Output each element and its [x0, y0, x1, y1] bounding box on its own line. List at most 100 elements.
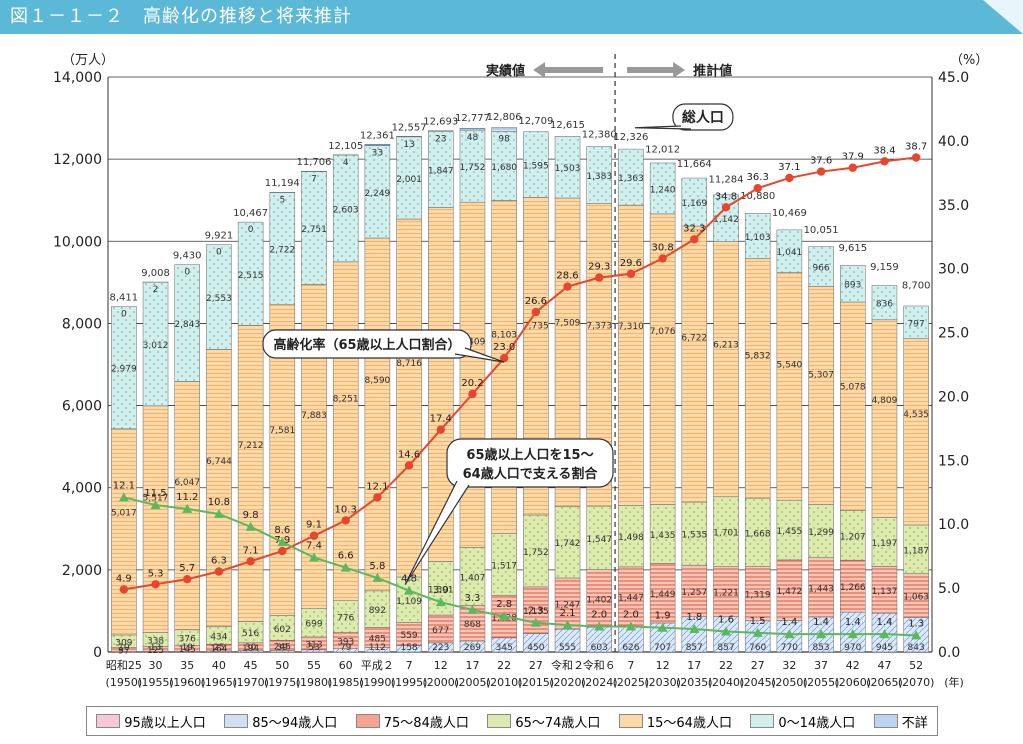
x-tick-year: (2045) [739, 676, 776, 689]
bar-segment [332, 154, 359, 263]
bar-segment [554, 136, 581, 199]
actual-arrow-icon [533, 62, 604, 78]
bar-label-15-64: 8,409 [460, 337, 486, 347]
bar-label-0-14: 2,553 [206, 294, 232, 304]
bar-label-15-64: 7,212 [238, 441, 264, 451]
bar-label-15-64: 5,517 [143, 493, 169, 503]
x-tick-era: 37 [814, 659, 828, 672]
bar-segment [871, 517, 898, 567]
bar-label-75-84: 868 [464, 620, 481, 630]
support-ratio-label: 6.6 [338, 551, 354, 562]
aging-rate-point [658, 254, 667, 263]
bar-label-15-64: 5,307 [808, 371, 834, 381]
bar-label-65-74: 1,301 [428, 585, 454, 595]
bar-label-65-74: 699 [305, 620, 322, 630]
bar-total-label: 10,467 [233, 208, 268, 219]
bar-segment [428, 614, 454, 644]
bar-label-0-14: 1,103 [745, 233, 771, 243]
bar-segment [776, 499, 803, 561]
support-ratio-callout-line2: 64歳人口で支える割合 [463, 466, 599, 482]
bar-label-15-64: 8,590 [365, 376, 391, 386]
aging-rate-point [373, 493, 382, 502]
support-ratio-point [372, 572, 383, 582]
support-ratio-point [118, 492, 129, 502]
bar-label-65-74: 1,407 [460, 573, 486, 583]
axes: 0 2,000 4,000 6,000 8,000 10,000 12,000 14,000 0… [53, 53, 988, 689]
bar-total-label: 8,411 [110, 293, 139, 304]
bar-segment [459, 127, 486, 131]
support-ratio-point [816, 629, 827, 639]
legend-swatch [96, 714, 121, 728]
bar-segment [396, 576, 422, 623]
support-ratio-label: 1.8 [686, 612, 702, 623]
aging-rate-point [753, 183, 762, 193]
bar-label-85-94: 25 [213, 643, 224, 653]
bar-segment [428, 131, 454, 208]
bar-label-0-14: 1,363 [618, 174, 644, 184]
x-tick-era: 42 [846, 659, 860, 672]
bar-label-unknown: 48 [467, 133, 479, 143]
bar-label-75-84: 145 [179, 645, 196, 655]
bar-label-65-74: 1,455 [777, 527, 803, 537]
bar-label-0-14: 2,751 [301, 225, 327, 235]
support-ratio-point [182, 503, 193, 513]
bar-label-75-84: 1,402 [586, 595, 612, 605]
x-tick-era: 45 [244, 659, 258, 672]
legend-item: 15～64歳人口 [618, 712, 732, 731]
y2-tick-label: 40.0 [938, 134, 969, 150]
bar-label-15-64: 4,535 [903, 410, 929, 420]
x-tick-year: (2055) [803, 676, 840, 689]
x-tick-year: (1975) [264, 676, 301, 689]
bar-label-0-14: 1,503 [555, 164, 581, 174]
line-series: 4.95.35.76.37.17.99.110.312.114.617.420.… [113, 142, 927, 640]
bar-segment [713, 496, 739, 567]
x-tick-year: (2065) [866, 676, 903, 689]
bar-total-label: 12,693 [423, 117, 458, 128]
bar-label-0-14: 3,012 [143, 341, 169, 351]
bar-segment [618, 148, 644, 206]
aging-rate-point [183, 574, 192, 584]
legend-swatch [618, 714, 643, 728]
bar-segment [523, 514, 549, 588]
support-ratio-point [245, 521, 256, 531]
support-ratio-label: 9.8 [243, 510, 259, 521]
x-tick-era: 22 [719, 659, 733, 672]
bar-label-65-74: 1,109 [396, 597, 422, 607]
bar-segment [840, 301, 866, 511]
legend-label: 15～64歳人口 [646, 715, 732, 731]
aging-rate-point [690, 235, 699, 244]
bar-label-75-84: 393 [337, 638, 354, 648]
bar-label-unknown: 23 [435, 135, 446, 145]
bar-label-0-14: 966 [812, 264, 829, 274]
aging-rate-point [119, 585, 129, 594]
support-ratio-point [562, 620, 573, 630]
x-tick-era: 17 [465, 659, 479, 672]
aging-rate-label: 34.8 [715, 191, 737, 202]
aging-rate-label: 37.1 [778, 162, 800, 173]
x-tick-year: (1990) [359, 676, 396, 689]
support-ratio-label: 11.2 [176, 492, 198, 503]
bar-segment [903, 305, 929, 339]
bar-label-85-94: 79 [340, 643, 352, 653]
bar-label-85-94: 707 [654, 643, 671, 653]
bar-segment [396, 218, 422, 578]
bar-label-75-84: 1,135 [523, 607, 549, 617]
support-ratio-label: 2.3 [528, 606, 544, 617]
support-ratio-point [752, 627, 763, 637]
y-tick-label: 2,000 [62, 563, 102, 579]
bar-total-label: 11,194 [265, 178, 300, 189]
aging-rate-point [404, 461, 414, 470]
legend-swatch [487, 714, 512, 728]
bar-label-0-14: 2,001 [396, 175, 422, 185]
support-ratio-label: 1.4 [845, 617, 861, 628]
bar-total-label: 9,159 [870, 262, 899, 273]
bar-segment [903, 573, 929, 618]
bar-total-label: 9,430 [173, 251, 202, 262]
x-tick-year: (1965) [201, 676, 238, 689]
bar-segment [332, 600, 359, 633]
bar-label-85-94: 223 [432, 643, 449, 653]
x-tick-year: (2035) [676, 676, 713, 689]
bar-label-75-84: 1,319 [745, 591, 771, 601]
aging-rate-label: 9.1 [306, 520, 322, 531]
aging-rate-label: 37.9 [842, 152, 864, 163]
